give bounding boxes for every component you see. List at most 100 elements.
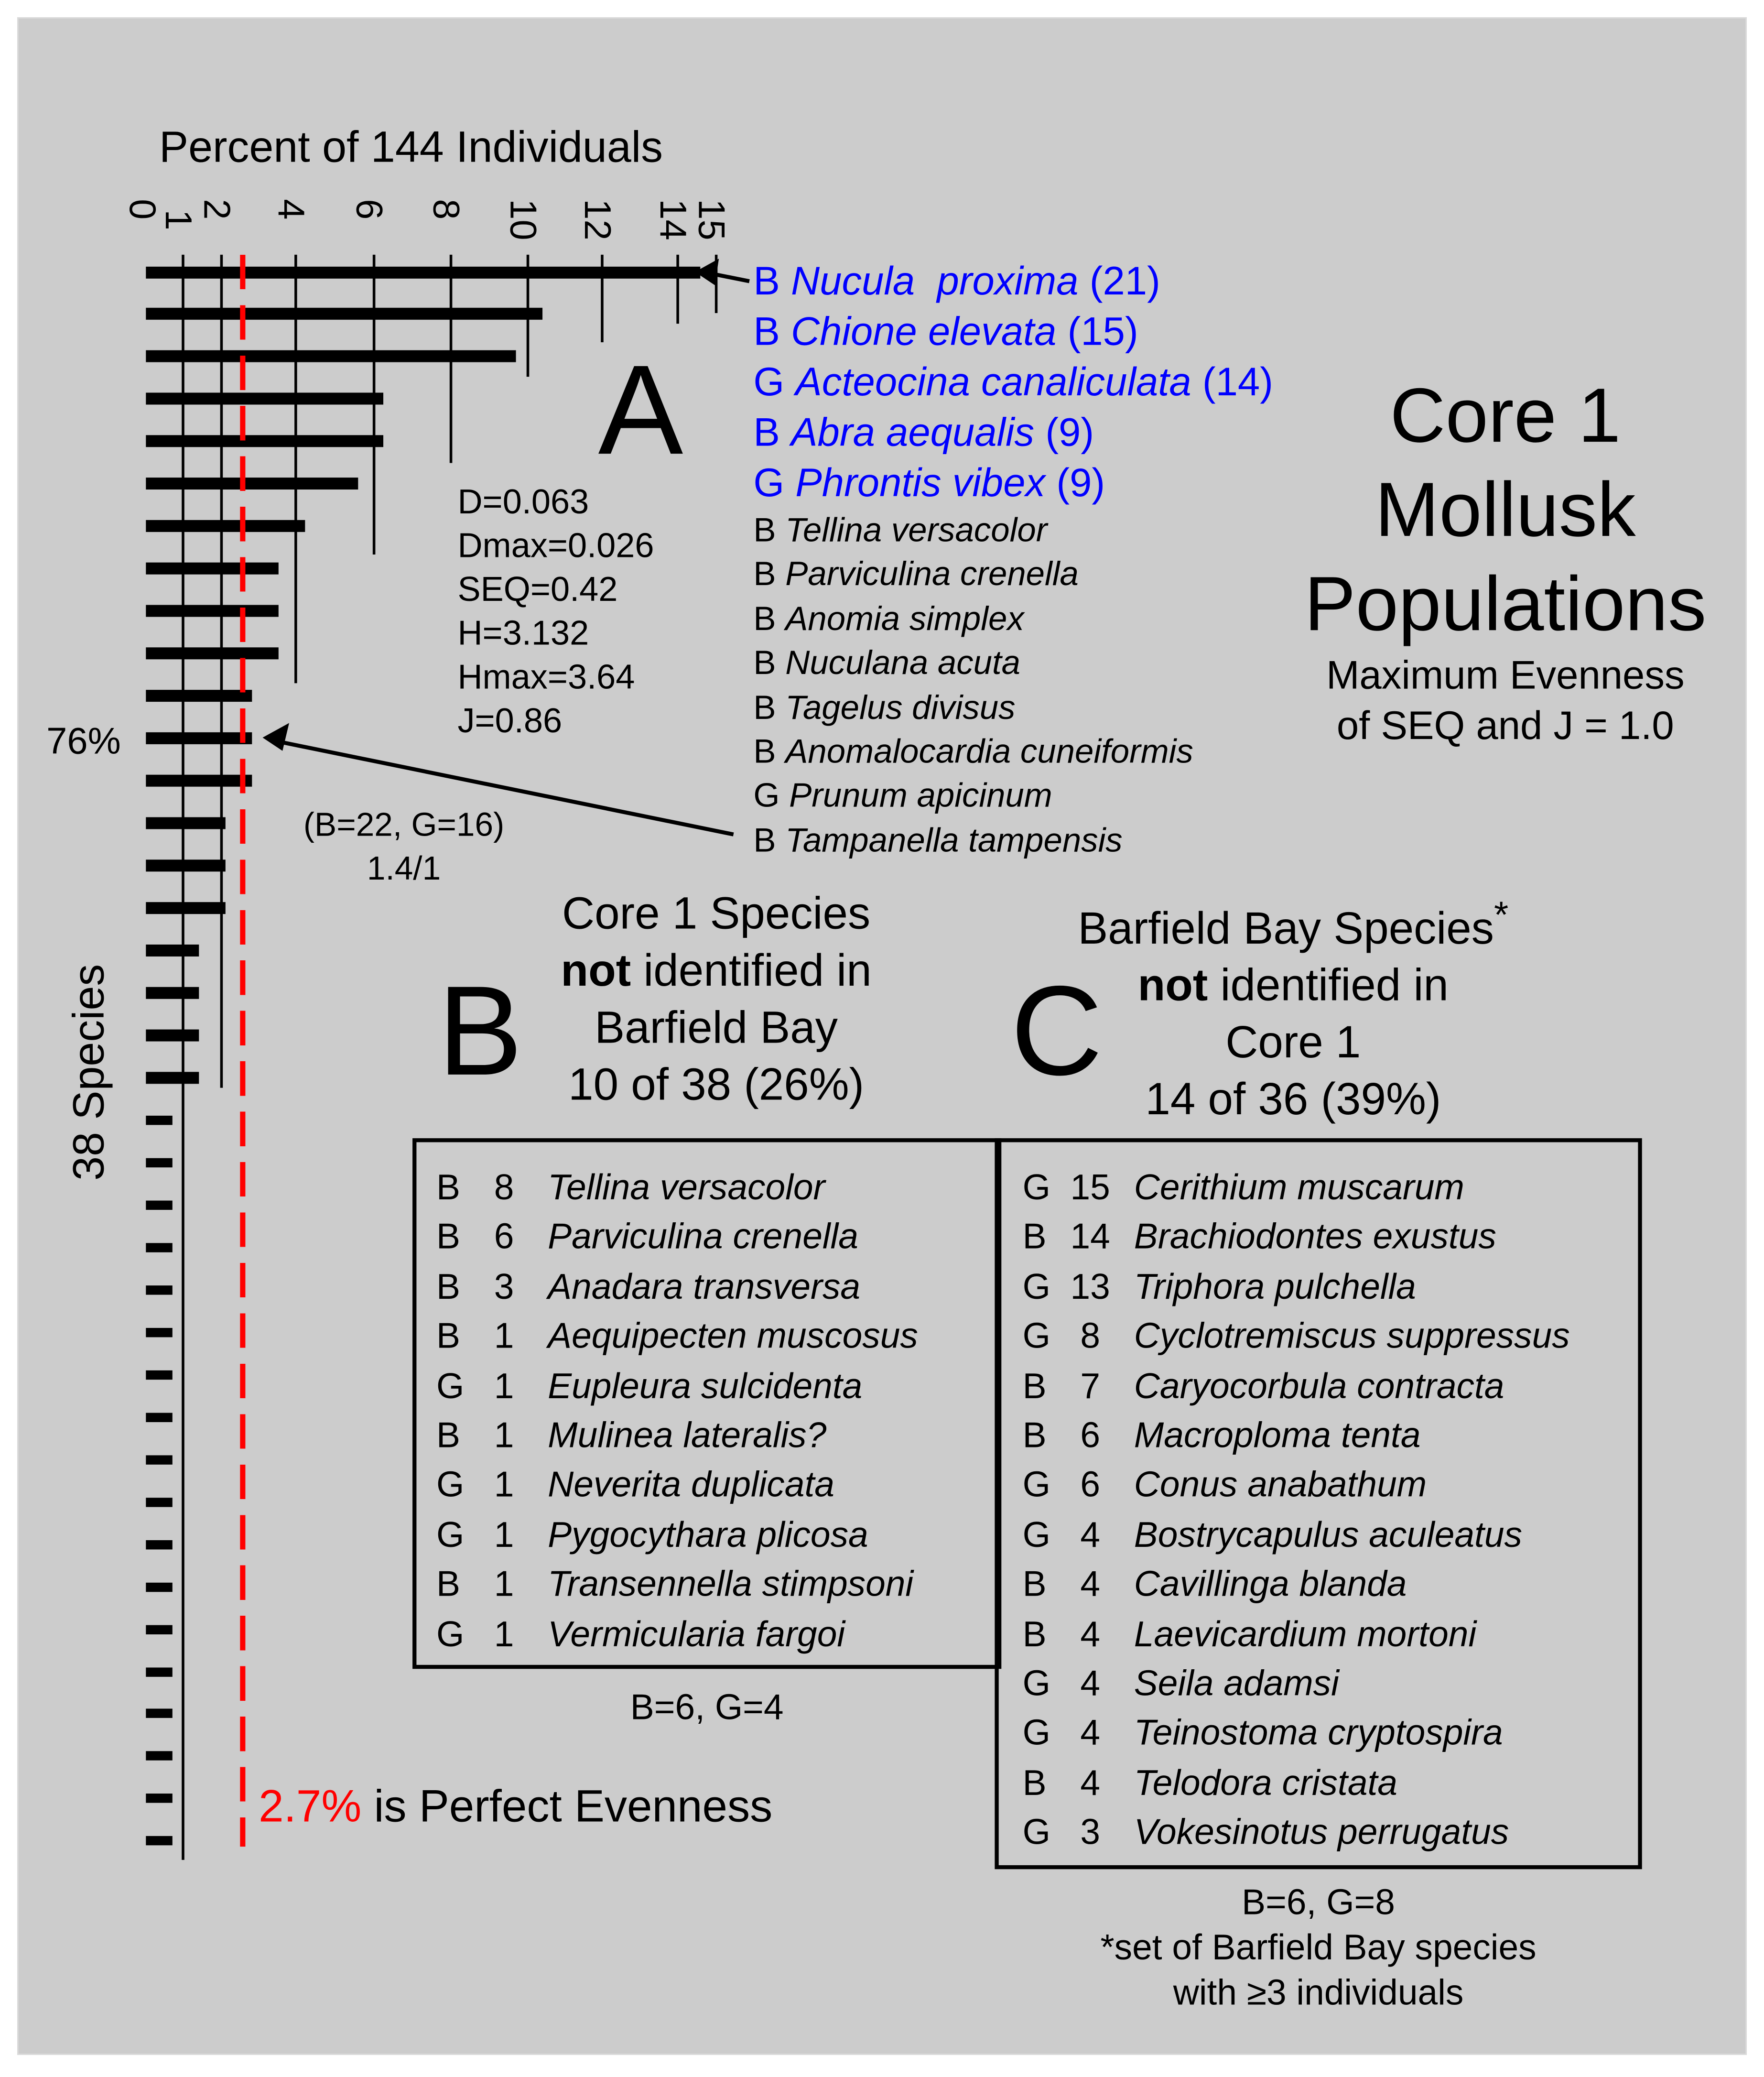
individual-count: 7 xyxy=(1080,1366,1101,1406)
species-name: Tampanella tampensis xyxy=(785,822,1123,859)
species-name: Seila adamsi xyxy=(1134,1664,1339,1704)
species-name: Laevicardium mortoni xyxy=(1134,1614,1477,1654)
header-line: Core 1 Species xyxy=(562,889,871,939)
individual-count: 4 xyxy=(1080,1664,1101,1704)
table-row: B 8 Tellina versacolor xyxy=(436,1164,997,1213)
evenness-value: 2.7% xyxy=(259,1782,362,1832)
group-code: B xyxy=(1022,1564,1047,1604)
species-count: (15) xyxy=(1067,310,1138,354)
stat-h: H=3.132 xyxy=(457,613,589,653)
individual-count: 6 xyxy=(1080,1415,1101,1456)
group-code: G xyxy=(436,1465,465,1505)
table-row: G 1 Pygocythara plicosa xyxy=(436,1511,997,1561)
table-row: B 14 Brachiodontes exustus xyxy=(1023,1213,1638,1263)
subtitle-line: Maximum Evenness xyxy=(1326,654,1685,698)
panel-b-letter: B xyxy=(437,960,523,1103)
bar xyxy=(146,1794,173,1804)
bar xyxy=(146,1836,173,1846)
species-name: Tellina versacolor xyxy=(548,1167,825,1207)
group-code: B xyxy=(436,1167,461,1207)
table-row: G 15 Cerithium muscarum xyxy=(1023,1164,1638,1213)
perfect-evenness-caption: 2.7% is Perfect Evenness xyxy=(259,1782,772,1833)
species-name: Cerithium muscarum xyxy=(1134,1167,1464,1207)
table-row: G 4 Teinostoma cryptospira xyxy=(1023,1709,1638,1759)
table-row: G 4 Seila adamsi xyxy=(1023,1660,1638,1709)
title-line: Mollusk xyxy=(1375,467,1636,554)
species-name: Prunum apicinum xyxy=(789,778,1052,816)
group-code: G xyxy=(1022,1465,1051,1505)
group-code: B xyxy=(753,822,776,859)
individual-count: 4 xyxy=(1080,1614,1101,1654)
individual-count: 1 xyxy=(494,1415,514,1456)
individual-count: 13 xyxy=(1070,1266,1110,1307)
stat-d: D=0.063 xyxy=(457,481,589,522)
group-code: B xyxy=(753,645,776,683)
species-name: Abra aequalis xyxy=(791,411,1035,455)
table-row: G 3 Vokesinotus perrugatus xyxy=(1023,1808,1638,1858)
group-code: B xyxy=(753,512,776,549)
species-count: (14) xyxy=(1202,360,1273,405)
emphasis: not xyxy=(561,946,631,997)
figure-subtitle: Maximum Evenness of SEQ and J = 1.0 xyxy=(1273,652,1737,752)
top-species-item: G Acteocina canaliculata (14) xyxy=(753,358,1273,408)
header-text: Barfield Bay Species xyxy=(1078,903,1494,955)
caption-text: is Perfect Evenness xyxy=(361,1782,773,1832)
bar xyxy=(146,1497,173,1507)
species-name: Anomia simplex xyxy=(785,600,1024,638)
footer-counts: B=6, G=8 xyxy=(1242,1882,1395,1923)
bar xyxy=(146,393,384,405)
x-axis-label: Percent of 144 Individuals xyxy=(159,122,663,172)
individual-count: 4 xyxy=(1080,1514,1101,1555)
emphasis: not xyxy=(1137,961,1208,1011)
bar xyxy=(146,1285,173,1294)
species-name: Teinostoma cryptospira xyxy=(1134,1713,1503,1753)
header-line: Barfield Bay xyxy=(595,1003,838,1054)
bar xyxy=(146,1539,173,1549)
bar xyxy=(146,308,543,321)
species-item: B Tellina versacolor xyxy=(753,510,1273,554)
bar xyxy=(146,902,225,914)
gridline xyxy=(182,254,184,1860)
individual-count: 8 xyxy=(1080,1316,1101,1356)
bar xyxy=(146,1751,173,1761)
bar xyxy=(146,1455,173,1464)
species-name: Parviculina crenella xyxy=(548,1217,858,1257)
individual-count: 4 xyxy=(1080,1762,1101,1803)
header-line: 14 of 36 (39%) xyxy=(1145,1075,1441,1126)
species-name: Bostrycapulus aculeatus xyxy=(1134,1514,1523,1555)
species-item: B Anomalocardia cuneiformis xyxy=(753,731,1273,775)
table-row: B 3 Anadara transversa xyxy=(436,1262,997,1312)
group-code: B xyxy=(1022,1415,1047,1456)
group-code: G xyxy=(436,1514,465,1555)
group-code: B xyxy=(436,1316,461,1356)
bar xyxy=(146,1582,173,1592)
table-row: G 1 Neverita duplicata xyxy=(436,1461,997,1511)
bar xyxy=(146,1624,173,1634)
header-text: identified in xyxy=(1208,961,1449,1011)
header-line: Core 1 xyxy=(1225,1018,1361,1068)
bar xyxy=(146,944,199,957)
panel-a-letter: A xyxy=(598,339,683,482)
table-row: B 6 Macroploma tenta xyxy=(1023,1412,1638,1461)
individual-count: 1 xyxy=(494,1465,514,1505)
table-row: G 1 Eupleura sulcidenta xyxy=(436,1362,997,1412)
bar xyxy=(146,1072,199,1084)
table-row: B 7 Caryocorbula contracta xyxy=(1023,1362,1638,1412)
panel-c-letter: C xyxy=(1010,960,1103,1103)
bar xyxy=(146,1200,173,1210)
species-name: Vokesinotus perrugatus xyxy=(1134,1812,1509,1852)
species-name: Conus anabathum xyxy=(1134,1465,1427,1505)
species-name: Telodora cristata xyxy=(1134,1762,1398,1803)
bar xyxy=(146,605,278,618)
group-code: G xyxy=(753,461,785,506)
arrow-icon xyxy=(695,259,750,285)
bar xyxy=(146,1115,173,1125)
table-row: B 1 Transennella stimpsoni xyxy=(436,1560,997,1610)
table-row: B 1 Aequipecten muscosus xyxy=(436,1312,997,1362)
footnote: with ≥3 individuals xyxy=(1173,1972,1464,2012)
species-name: Cyclotremiscus suppressus xyxy=(1134,1316,1570,1356)
individual-count: 4 xyxy=(1080,1713,1101,1753)
figure-title: Core 1 Mollusk Populations xyxy=(1273,369,1737,652)
